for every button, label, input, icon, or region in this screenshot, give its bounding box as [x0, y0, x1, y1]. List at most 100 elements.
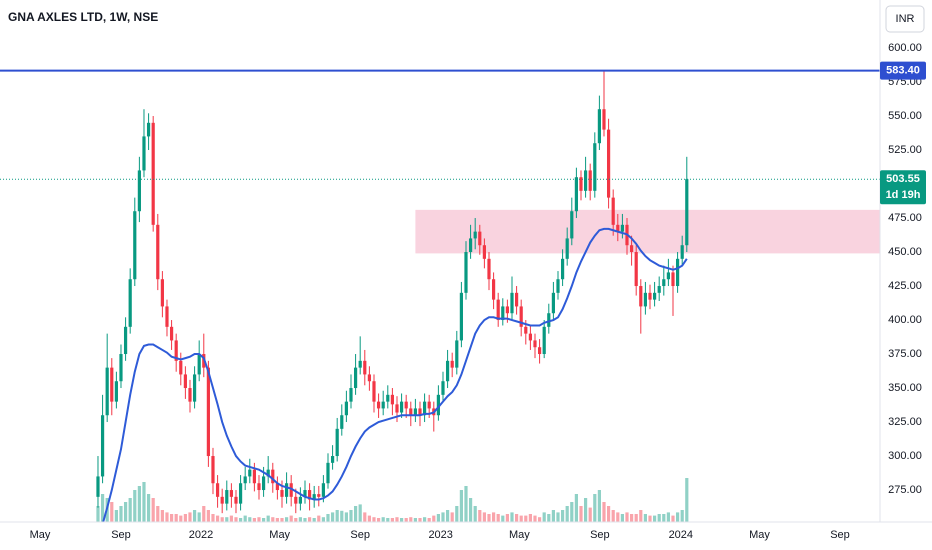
candle-body	[381, 401, 385, 409]
volume-bar	[514, 514, 519, 522]
candle-body	[146, 122, 151, 137]
volume-bar	[312, 518, 316, 522]
volume-bar	[620, 514, 624, 522]
candle-body	[197, 354, 201, 375]
volume-bar	[404, 518, 408, 522]
candle-body	[510, 292, 514, 314]
volume-bar	[151, 498, 155, 522]
candle-body	[151, 122, 155, 225]
candle-body	[445, 360, 450, 382]
x-tick-label: Sep	[830, 529, 850, 541]
x-tick-label: May	[30, 529, 51, 541]
volume-bar	[128, 498, 132, 522]
candle-body	[344, 401, 348, 416]
candle-body	[137, 170, 141, 212]
candle-body	[487, 258, 491, 280]
x-tick-label: May	[509, 529, 530, 541]
volume-bar	[524, 515, 528, 522]
volume-bar	[413, 518, 417, 522]
candle-body	[643, 292, 647, 307]
volume-bar	[583, 498, 588, 522]
candle-body	[418, 408, 422, 416]
candle-body	[491, 279, 496, 300]
zone	[415, 209, 880, 254]
volume-bar	[257, 517, 261, 522]
x-tick-label: May	[749, 529, 770, 541]
volume-bar	[491, 512, 496, 522]
volume-bar	[399, 518, 404, 522]
currency-label[interactable]: INR	[896, 13, 915, 25]
volume-bar	[326, 514, 330, 522]
volume-bar	[284, 517, 289, 522]
candle-body	[271, 469, 275, 484]
moving-average	[102, 227, 688, 522]
candle-body	[542, 326, 546, 355]
volume-bar	[436, 514, 440, 522]
candle-body	[105, 367, 109, 416]
candle-body	[192, 374, 197, 402]
volume-bar	[114, 510, 118, 522]
candle-body	[376, 401, 381, 409]
candle-body	[464, 252, 468, 293]
candle-body	[505, 306, 509, 314]
y-tick-label: 325.00	[888, 416, 922, 428]
candle-body	[514, 292, 519, 307]
countdown: 1d 19h	[886, 189, 921, 201]
volume-bar	[510, 512, 514, 522]
candle-body	[266, 469, 270, 477]
volume-bar	[533, 515, 537, 522]
price-tag	[880, 61, 926, 80]
candle-body	[606, 129, 611, 198]
volume-bar	[542, 512, 546, 522]
x-tick-label: 2023	[428, 529, 452, 541]
volume-bar	[496, 514, 500, 522]
candle-body	[478, 231, 482, 246]
volume-bar	[266, 515, 270, 522]
volume-bar	[335, 510, 339, 522]
volume-bar	[271, 517, 275, 522]
candle-body	[133, 211, 137, 280]
candle-body	[358, 360, 362, 368]
candle-body	[220, 496, 224, 504]
volume-bar	[593, 494, 597, 522]
volume-bar	[330, 512, 335, 522]
y-tick-label: 400.00	[888, 314, 922, 326]
volume-bar	[519, 515, 523, 522]
candle-body	[353, 367, 358, 389]
volume-bar	[560, 510, 565, 522]
candle-body	[574, 177, 578, 212]
volume-bar	[666, 512, 670, 522]
volume-bar	[298, 517, 302, 522]
volume-bar	[165, 512, 169, 522]
volume-bar	[629, 514, 634, 522]
currency-button[interactable]	[885, 5, 925, 33]
volume-bar	[317, 515, 321, 522]
volume-bar	[353, 506, 358, 522]
candle-body	[238, 483, 243, 504]
candle-body	[496, 299, 500, 321]
volume-bar	[142, 482, 146, 522]
candle-body	[349, 388, 353, 402]
candle-body	[275, 483, 279, 491]
candle-body	[174, 340, 178, 361]
volume-bar	[459, 490, 463, 522]
volume-bar	[340, 510, 344, 522]
x-tick-label: Sep	[350, 529, 370, 541]
candle-body	[547, 313, 551, 327]
volume-bar	[574, 494, 578, 522]
candle-body	[169, 326, 174, 341]
candle-body	[142, 136, 146, 171]
volume-bar	[427, 518, 431, 522]
price-tag-label: 583.40	[886, 64, 920, 76]
candle-body	[652, 292, 657, 300]
candle-body	[616, 224, 620, 232]
candle-body	[593, 143, 597, 191]
x-tick-label: Sep	[590, 529, 610, 541]
candle-body	[413, 408, 417, 416]
x-tick-label: Sep	[111, 529, 131, 541]
volume-bar	[225, 517, 229, 522]
volume-bar	[183, 514, 187, 522]
volume-bar	[652, 515, 657, 522]
